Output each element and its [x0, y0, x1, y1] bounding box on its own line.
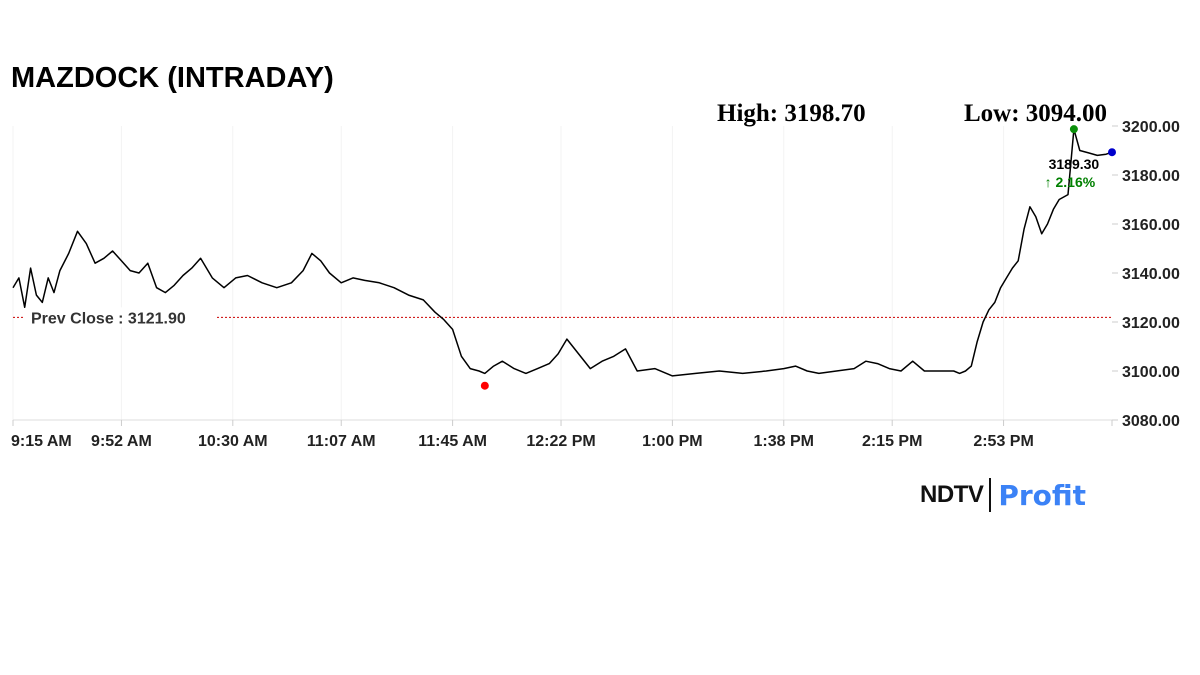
x-tick-label: 10:30 AM	[198, 433, 268, 450]
x-tick-label: 12:22 PM	[526, 433, 595, 450]
y-tick-label: 3200.00	[1122, 119, 1180, 136]
y-tick-label: 3120.00	[1122, 315, 1180, 332]
high-price-label: High: 3198.70	[717, 100, 866, 127]
x-tick-label: 9:52 AM	[91, 433, 152, 450]
y-axis-ticks: 3200.00 3180.00 3160.00 3140.00 3120.00 3100.…	[1112, 119, 1180, 430]
price-change-label: ↑ 2.16%	[1045, 174, 1096, 190]
x-tick-label: 2:15 PM	[862, 433, 922, 450]
last-price-marker	[1108, 148, 1116, 157]
low-price-label: Low: 3094.00	[964, 100, 1108, 127]
x-tick-label: 1:38 PM	[754, 433, 814, 450]
ndtv-profit-logo: NDTV Profit	[920, 478, 1086, 512]
y-tick-label: 3180.00	[1122, 168, 1180, 185]
logo-profit-text: Profit	[998, 478, 1087, 512]
x-tick-label: 11:45 AM	[418, 433, 487, 450]
y-tick-label: 3080.00	[1122, 413, 1180, 430]
prev-close-label: Prev Close : 3121.90	[31, 310, 186, 327]
x-tick-label: 1:00 PM	[642, 433, 702, 450]
prev-close-label-bg	[25, 307, 215, 328]
high-marker	[1069, 125, 1078, 134]
y-tick-label: 3140.00	[1122, 266, 1180, 283]
y-tick-label: 3100.00	[1122, 364, 1180, 381]
logo-ndtv-text: NDTV	[920, 481, 984, 508]
x-tick-label: 11:07 AM	[307, 433, 376, 450]
x-tick-label: 9:15 AM	[11, 433, 72, 450]
x-tick-label: 2:53 PM	[973, 433, 1033, 450]
chart-title: MAZDOCK (INTRADAY)	[11, 62, 334, 94]
x-axis-ticks: 9:15 AM 9:52 AM 10:30 AM 11:07 AM 11:45 AM 12…	[11, 420, 1113, 450]
price-series-line	[12, 128, 1113, 377]
x-grid-lines	[12, 126, 1005, 420]
logo-divider	[989, 478, 992, 512]
last-price-label: 3189.30	[1049, 156, 1100, 172]
y-tick-label: 3160.00	[1122, 217, 1180, 234]
low-marker	[480, 381, 489, 390]
